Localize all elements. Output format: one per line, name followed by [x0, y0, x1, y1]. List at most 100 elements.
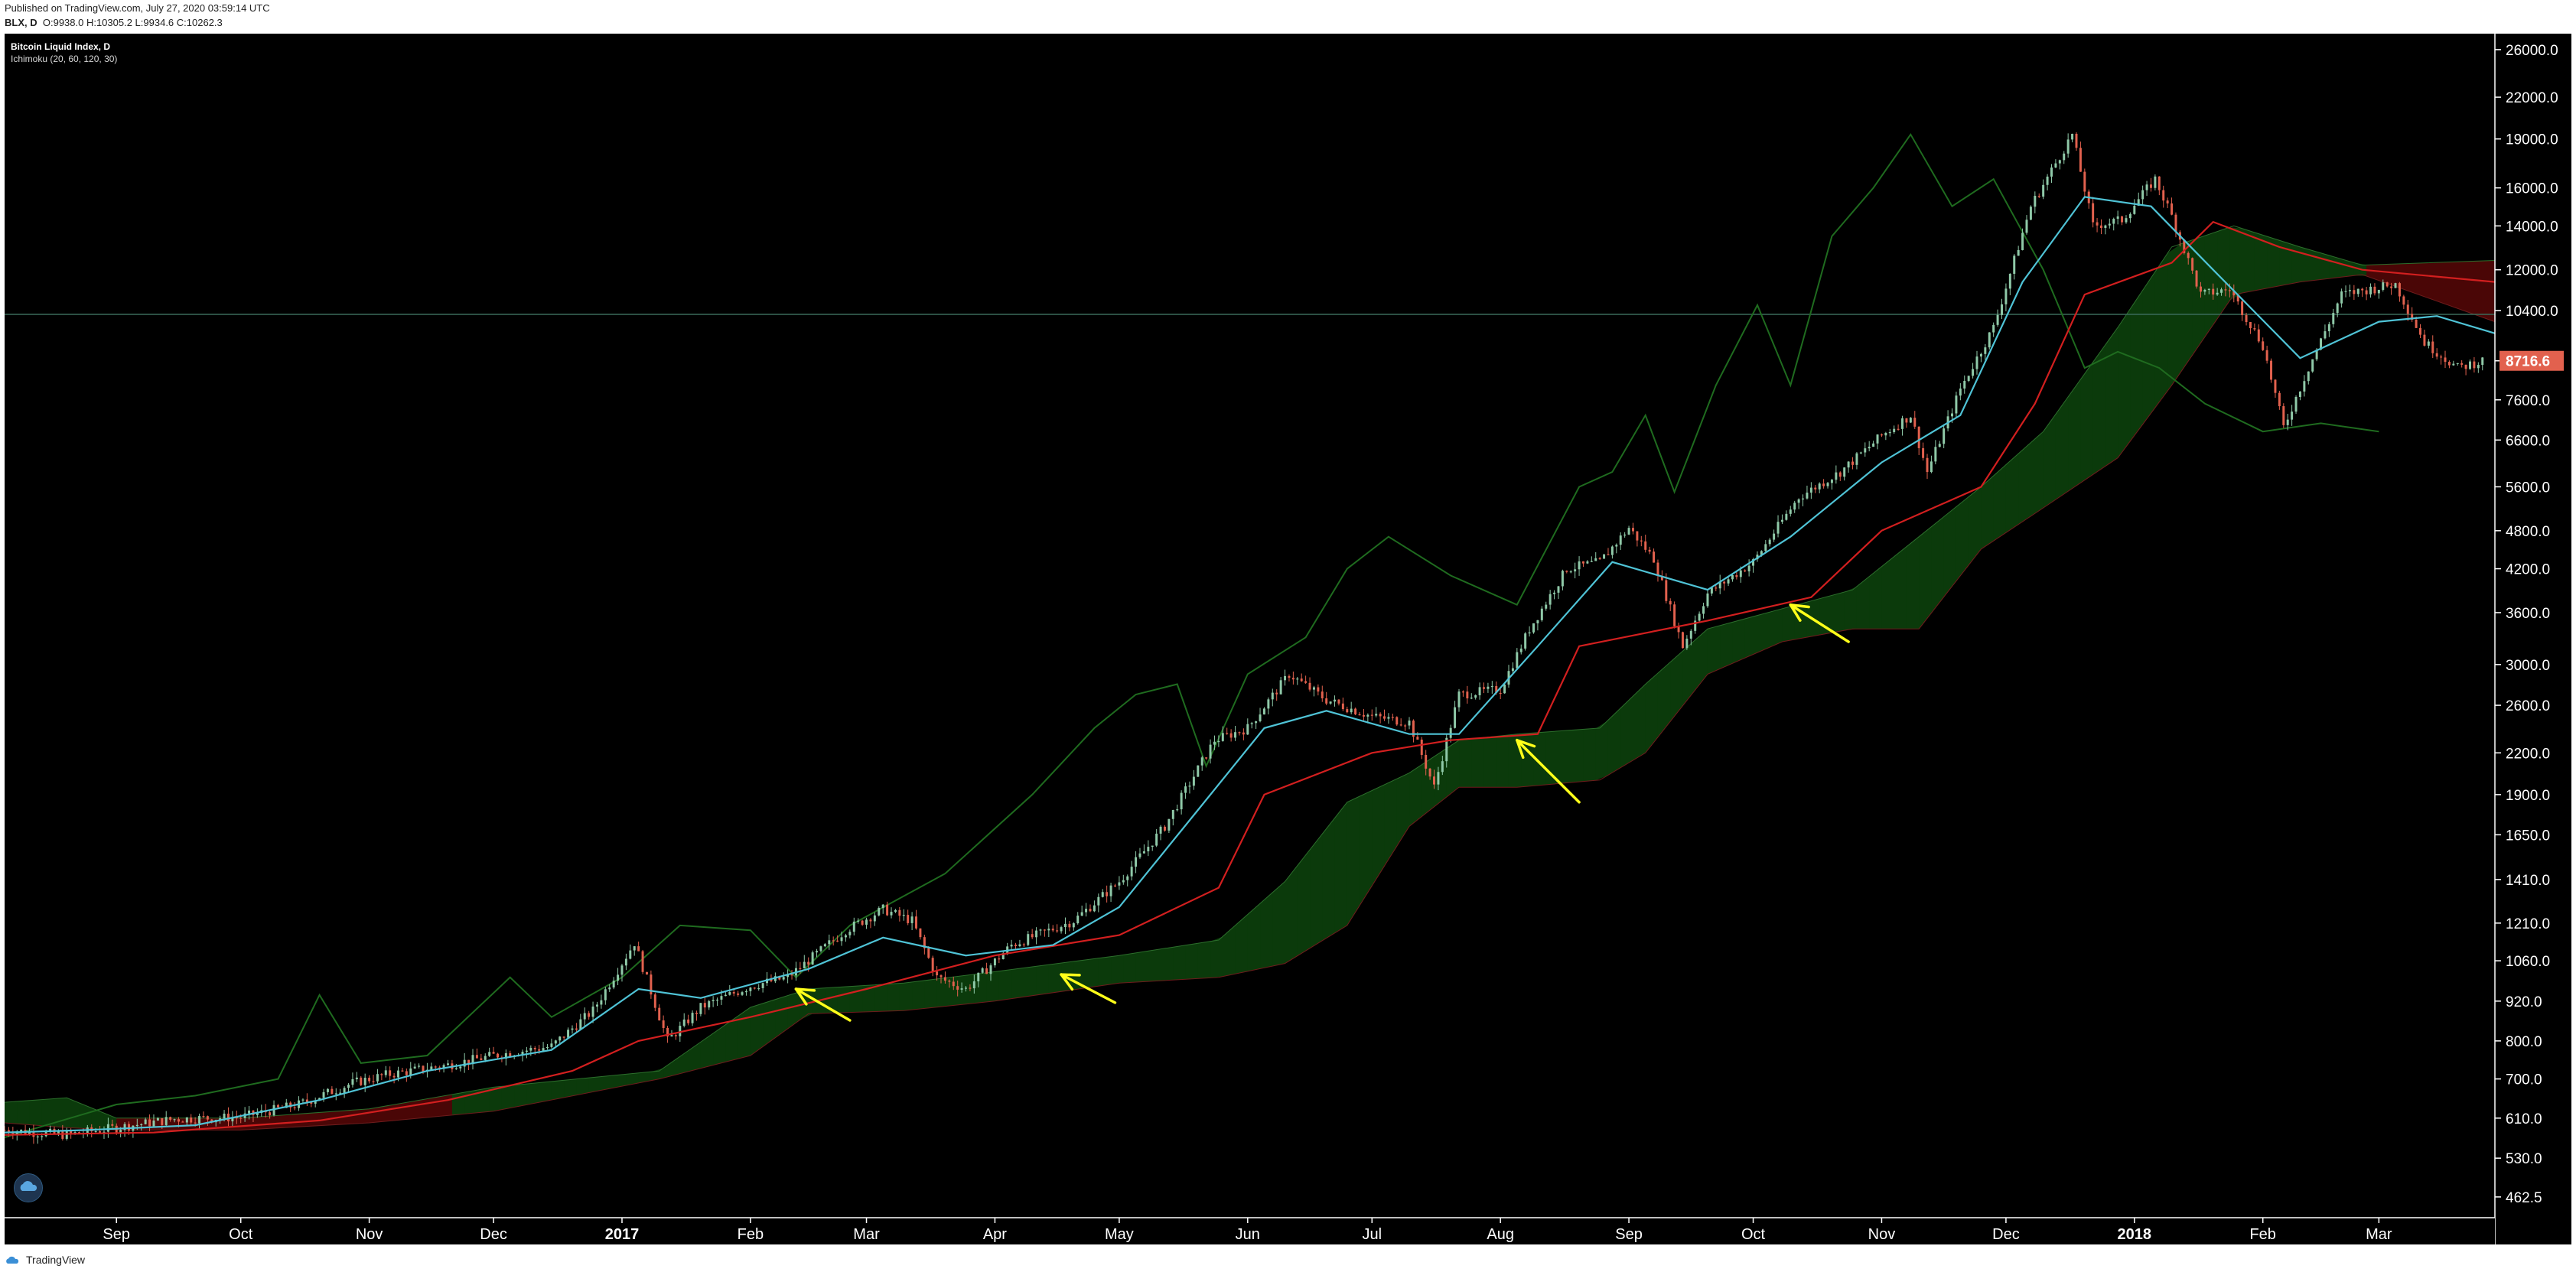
cloud-segment	[775, 995, 789, 1038]
candle-body	[2452, 363, 2455, 366]
candle-body	[318, 1098, 321, 1101]
candle-body	[1864, 448, 1867, 453]
candle-body	[2411, 314, 2414, 320]
candle-body	[1631, 528, 1634, 532]
candle-body	[588, 1013, 591, 1017]
candle-body	[1321, 691, 1324, 699]
cloud-segment	[1744, 615, 1758, 659]
candle-body	[703, 1003, 706, 1008]
candle-body	[2141, 190, 2144, 200]
cloud-segment	[2416, 262, 2429, 298]
cloud-segment	[1285, 865, 1298, 964]
chart-area[interactable]: 26000.0 22000.0 19000.0 16000.0 14000.0 12000…	[5, 34, 2571, 1244]
candle-body	[956, 986, 959, 990]
candle-body	[1250, 723, 1253, 724]
candle-body	[181, 1121, 184, 1123]
candle-body	[1478, 687, 1481, 695]
candle-body	[2390, 286, 2393, 288]
candle-body	[2236, 295, 2239, 302]
cloud-segment	[477, 1088, 490, 1113]
candle-body	[993, 958, 996, 966]
candle-body	[326, 1088, 329, 1092]
candle-body	[1897, 428, 1900, 430]
candle-body	[210, 1119, 213, 1123]
candle-body	[559, 1036, 562, 1041]
candle-body	[2042, 184, 2045, 197]
candle-body	[1656, 562, 1659, 576]
candle-body	[567, 1030, 570, 1038]
candle-body	[2282, 406, 2285, 425]
cloud-segment	[252, 1116, 266, 1130]
candle-body	[2034, 196, 2037, 207]
candle-body	[2278, 392, 2281, 407]
candle-body	[475, 1055, 478, 1059]
candle-body	[389, 1070, 392, 1076]
candle-body	[629, 950, 632, 959]
tradingview-cloud-icon[interactable]	[14, 1173, 43, 1202]
candle-body	[1963, 380, 1966, 389]
cloud-segment	[166, 1117, 180, 1130]
candle-body	[231, 1117, 234, 1122]
candle-body	[2262, 341, 2265, 350]
candle-body	[1598, 558, 1601, 560]
cloud-segment	[1919, 526, 1933, 629]
indicator-label[interactable]: Ichimoku (20, 60, 120, 30)	[11, 54, 118, 64]
candle-body	[2294, 396, 2298, 412]
candle-body	[546, 1046, 549, 1049]
candle-body	[1404, 725, 1407, 727]
cloud-segment	[2154, 253, 2168, 408]
candle-body	[666, 1027, 669, 1037]
candle-body	[679, 1026, 682, 1036]
candle-body	[2075, 133, 2078, 148]
candle-body	[2092, 203, 2095, 223]
brand[interactable]: TradingView	[5, 1254, 85, 1266]
candle-body	[2096, 222, 2099, 226]
candle-body	[2324, 331, 2327, 339]
cloud-segment	[402, 1101, 415, 1120]
candle-body	[1412, 721, 1415, 737]
candle-body	[1060, 927, 1063, 932]
cloud-segment	[1732, 619, 1746, 664]
candle-body	[1984, 347, 1987, 354]
candle-body	[1760, 551, 1763, 555]
time-tick-label: Jul	[1362, 1226, 1382, 1243]
candle-body	[898, 909, 901, 916]
candle-body	[2456, 363, 2459, 364]
candle-body	[807, 961, 810, 965]
cloud-segment	[1111, 955, 1124, 984]
candle-body	[1735, 575, 1738, 577]
candle-body	[1689, 630, 1692, 639]
candle-body	[1979, 353, 1982, 357]
candle-body	[492, 1052, 495, 1054]
candle-body	[811, 952, 814, 965]
cloud-segment	[1707, 625, 1721, 675]
candle-body	[2394, 283, 2397, 288]
arrow-head	[1789, 603, 1810, 609]
price-tick-label: 3000.0	[2506, 658, 2550, 674]
candle-body	[1246, 724, 1249, 735]
price-tick-label: 26000.0	[2506, 43, 2558, 59]
candle-body	[832, 940, 835, 942]
candle-body	[1010, 945, 1013, 947]
cloud-segment	[601, 1075, 614, 1091]
candle-body	[1416, 737, 1419, 740]
candle-body	[1176, 809, 1179, 811]
cloud-segment	[974, 972, 988, 1004]
cloud-segment	[1173, 945, 1187, 981]
candle-body	[1101, 892, 1104, 897]
candle-body	[1847, 461, 1850, 468]
cloud-segment	[2055, 396, 2069, 500]
candle-body	[1093, 905, 1096, 912]
cloud-segment	[1720, 622, 1734, 669]
cloud-segment	[1310, 834, 1323, 948]
cloud-segment	[713, 1024, 726, 1065]
price-chart[interactable]: 26000.0 22000.0 19000.0 16000.0 14000.0 12000…	[5, 34, 2571, 1244]
candle-body	[269, 1112, 272, 1116]
candle-body	[123, 1124, 126, 1130]
candle-body	[2083, 171, 2086, 192]
candle-body	[2025, 220, 2028, 233]
price-tick-label: 1060.0	[2506, 954, 2550, 970]
candle-body	[152, 1120, 155, 1127]
cloud-segment	[2291, 244, 2305, 284]
candle-body	[2174, 214, 2177, 233]
